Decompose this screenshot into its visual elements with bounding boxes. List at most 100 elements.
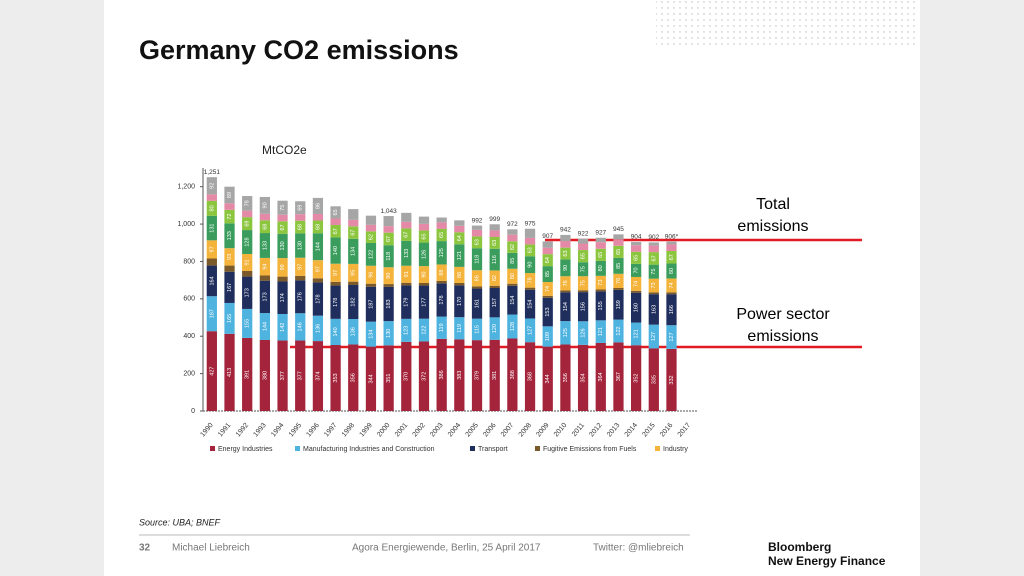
segment-label: 154 (528, 299, 534, 308)
bar-segment (348, 281, 359, 286)
segment-label: 165 (227, 314, 233, 323)
bar-segment (383, 284, 394, 287)
segment-label: 368 (528, 372, 534, 381)
bar-segment (630, 292, 642, 323)
segment-label: 413 (227, 368, 233, 377)
bar-segment (330, 318, 341, 346)
segment-label: 65 (616, 249, 622, 255)
bar-segment (489, 224, 500, 231)
bar-segment (666, 250, 677, 264)
segment-label: 153 (545, 307, 551, 316)
bar-segment (418, 216, 430, 224)
bar-segment (560, 234, 571, 242)
bar-segment (295, 201, 306, 215)
segment-label: 163 (651, 305, 657, 314)
bar-segment (242, 270, 253, 277)
bar-segment (630, 276, 642, 291)
segment-label: 130 (386, 329, 392, 338)
segment-label: 99 (280, 264, 286, 270)
bar-segment (418, 266, 430, 283)
bar-segment (489, 248, 500, 271)
segment-label: 167 (227, 283, 233, 292)
bar-segment (365, 215, 377, 225)
bar-segment (560, 247, 571, 260)
bar-segment (295, 257, 306, 276)
bar-segment (206, 240, 217, 259)
segment-label: 97 (315, 266, 321, 272)
bar-segment (542, 254, 553, 267)
annotation: emissions (737, 218, 808, 235)
segment-label: 364 (598, 372, 604, 381)
bar-segment (471, 236, 483, 249)
bar-segment (560, 321, 571, 345)
segment-label: 67 (351, 230, 357, 236)
segment-label: 65 (421, 233, 427, 239)
bar-segment (259, 275, 271, 281)
bar-segment (365, 265, 377, 284)
segment-label: 125 (439, 248, 445, 257)
bar-segment (242, 308, 253, 338)
segment-label: 67 (280, 224, 286, 230)
bar-segment (577, 292, 589, 322)
bar-segment (507, 268, 518, 284)
segment-label: 70 (634, 267, 640, 273)
bar-segment (471, 318, 483, 341)
bar-segment (666, 292, 677, 295)
segment-label: 119 (457, 324, 463, 333)
segment-label: 90 (386, 273, 392, 279)
bar-segment (418, 341, 430, 411)
unit-label: MtCO2e (262, 143, 307, 157)
segment-label: 64 (457, 235, 463, 241)
segment-label: 63 (528, 247, 534, 253)
segment-label: 344 (368, 374, 374, 383)
segment-label: 356 (563, 373, 569, 382)
segment-label: 332 (669, 375, 675, 384)
bar-segment (489, 288, 500, 318)
segment-label: 377 (298, 371, 304, 380)
segment-label: 142 (280, 323, 286, 332)
bar-segment (507, 252, 518, 269)
bar-segment (206, 200, 217, 216)
bar-segment (630, 345, 642, 411)
bar-segment (542, 241, 553, 248)
bar-segment (206, 265, 217, 297)
bar-segment (224, 186, 235, 204)
annotation: emissions (747, 328, 818, 345)
bar-segment (630, 263, 642, 277)
bar-segment (666, 263, 677, 279)
segment-label: 93 (227, 254, 233, 260)
legend-swatch (535, 446, 540, 451)
chart: 02004006008001,0001,20019904271871649713… (177, 168, 698, 453)
bar-segment (277, 258, 288, 277)
bar-segment (577, 321, 589, 345)
segment-label: 427 (209, 366, 215, 375)
bar-segment (348, 344, 359, 411)
bar-segment (418, 318, 430, 342)
segment-label: 68 (262, 224, 268, 230)
segment-label: 144 (262, 322, 268, 331)
bar-segment (206, 215, 217, 241)
segment-label: 80 (669, 268, 675, 274)
bar-segment (595, 275, 606, 290)
bar-segment (577, 262, 589, 277)
bar-segment (312, 260, 324, 279)
total-label: 904 (631, 234, 642, 241)
segment-label: 75 (581, 266, 587, 272)
bar-segment (277, 233, 288, 259)
segment-label: 381 (492, 371, 498, 380)
segment-label: 134 (351, 247, 357, 256)
segment-label: 68 (298, 224, 304, 230)
bar-segment (436, 283, 447, 317)
bar-segment (577, 276, 589, 291)
bar-segment (471, 229, 483, 237)
bar-segment (630, 251, 642, 264)
bar-segment (595, 320, 606, 343)
bar-segment (454, 232, 465, 245)
bar-segment (524, 342, 536, 411)
annotation: Power sector (736, 306, 830, 323)
bar-segment (348, 209, 359, 220)
segment-label: 63 (563, 250, 569, 256)
segment-label: 156 (581, 302, 587, 311)
bar-segment (595, 237, 606, 243)
